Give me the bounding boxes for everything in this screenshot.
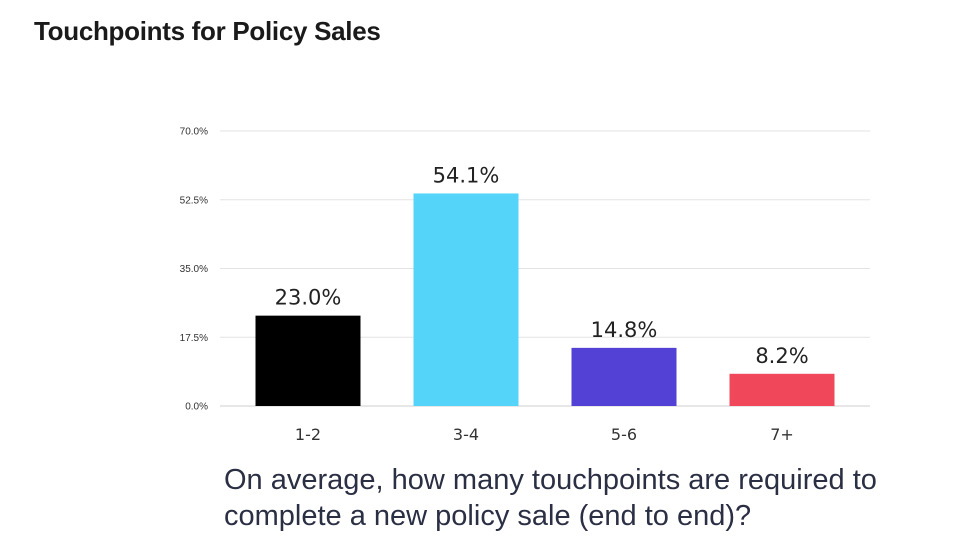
x-category-label: 3-4: [453, 425, 479, 444]
y-tick-label: 0.0%: [185, 402, 208, 413]
data-label-7+: 8.2%: [755, 344, 808, 368]
y-tick-label: 17.5%: [180, 333, 208, 344]
bar-7+: [729, 373, 835, 406]
data-label-3-4: 54.1%: [433, 163, 500, 187]
survey-question: On average, how many touchpoints are req…: [224, 464, 877, 532]
x-category-label: 7+: [770, 425, 794, 444]
x-category-label: 5-6: [611, 425, 637, 444]
bar-1-2: [255, 315, 361, 406]
bar-chart: 0.0% 17.5% 35.0% 52.5% 70.0% 23.0% 1-2 54.1% 3-4…: [180, 127, 870, 444]
chart-title: Touchpoints for Policy Sales: [34, 16, 381, 46]
bar-5-6: [571, 347, 677, 406]
y-tick-label: 35.0%: [180, 264, 208, 275]
data-label-5-6: 14.8%: [591, 318, 658, 342]
y-tick-label: 52.5%: [180, 195, 208, 206]
bar-3-4: [413, 193, 519, 406]
y-tick-label: 70.0%: [180, 127, 208, 138]
data-label-1-2: 23.0%: [275, 286, 342, 310]
x-category-label: 1-2: [295, 425, 321, 444]
